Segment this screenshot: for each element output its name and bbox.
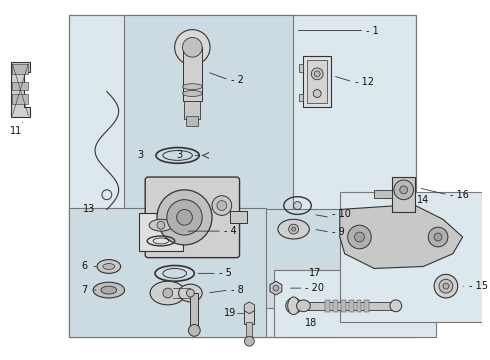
Circle shape (217, 201, 227, 211)
Text: 13: 13 (83, 204, 95, 215)
Bar (303, 56, 331, 107)
Ellipse shape (178, 284, 202, 302)
Ellipse shape (103, 264, 115, 269)
Bar (291, 302, 399, 310)
Circle shape (286, 298, 301, 314)
Text: - 15: - 15 (468, 281, 488, 291)
Bar (325, 300, 330, 312)
Circle shape (157, 221, 165, 229)
Circle shape (176, 210, 193, 225)
Bar (374, 190, 392, 198)
Circle shape (428, 227, 448, 247)
Ellipse shape (93, 282, 124, 298)
FancyBboxPatch shape (145, 177, 240, 258)
Bar (123, 15, 293, 211)
Bar (70, 207, 266, 337)
Text: 7: 7 (81, 285, 87, 295)
Text: - 5: - 5 (219, 268, 232, 278)
Circle shape (443, 283, 449, 289)
Text: - 12: - 12 (355, 77, 373, 87)
Ellipse shape (183, 84, 202, 90)
Text: 14: 14 (417, 195, 429, 204)
Bar (274, 270, 436, 337)
Ellipse shape (101, 286, 117, 294)
Bar (185, 102, 200, 119)
Text: - 9: - 9 (332, 227, 344, 237)
Polygon shape (270, 281, 282, 295)
Text: - 10: - 10 (332, 210, 351, 219)
Circle shape (294, 202, 301, 210)
Circle shape (394, 180, 414, 200)
Bar (392, 177, 416, 212)
Bar (123, 210, 414, 308)
Bar (187, 116, 198, 126)
Text: 19: 19 (224, 308, 237, 318)
Circle shape (174, 30, 210, 65)
Ellipse shape (278, 219, 309, 239)
Circle shape (289, 224, 298, 234)
Circle shape (314, 71, 320, 77)
Circle shape (292, 227, 295, 231)
Bar (333, 300, 338, 312)
Bar (246, 321, 252, 341)
Text: - 4: - 4 (224, 226, 237, 236)
Text: 17: 17 (309, 268, 321, 278)
Circle shape (183, 37, 202, 57)
Ellipse shape (150, 281, 186, 305)
Circle shape (212, 196, 232, 215)
Circle shape (439, 279, 453, 293)
Circle shape (355, 232, 365, 242)
Text: - 16: - 16 (450, 190, 469, 200)
Circle shape (400, 186, 408, 194)
Bar (299, 94, 303, 102)
Circle shape (273, 285, 279, 291)
Text: 3: 3 (176, 150, 183, 161)
Circle shape (434, 233, 442, 241)
Polygon shape (10, 62, 30, 117)
Bar (12, 82, 28, 90)
Bar (299, 64, 303, 72)
Polygon shape (340, 204, 463, 269)
Circle shape (187, 289, 195, 297)
Ellipse shape (183, 91, 202, 96)
Bar (365, 300, 369, 312)
Bar (357, 300, 362, 312)
Text: - 20: - 20 (305, 283, 324, 293)
Ellipse shape (296, 300, 310, 312)
Circle shape (390, 300, 402, 312)
Bar (172, 288, 191, 298)
Text: - 2: - 2 (231, 75, 244, 85)
Circle shape (434, 274, 458, 298)
Ellipse shape (97, 260, 121, 273)
Circle shape (347, 225, 371, 249)
Bar (349, 300, 354, 312)
Text: 3: 3 (137, 150, 143, 161)
Bar (12, 64, 28, 74)
Bar (183, 47, 202, 102)
Bar (70, 15, 416, 337)
Text: 11: 11 (10, 126, 23, 136)
Ellipse shape (149, 219, 172, 231)
Text: 6: 6 (81, 261, 87, 271)
Text: - 8: - 8 (231, 285, 244, 295)
Polygon shape (244, 302, 254, 314)
Circle shape (157, 190, 212, 245)
Circle shape (245, 336, 254, 346)
Bar (341, 300, 345, 312)
Bar (139, 213, 183, 251)
Circle shape (167, 200, 202, 235)
Bar (340, 192, 490, 321)
Bar (245, 308, 254, 324)
Bar (307, 60, 327, 103)
Text: - 1: - 1 (367, 26, 379, 36)
Text: 18: 18 (305, 318, 318, 328)
Circle shape (313, 90, 321, 98)
Circle shape (189, 324, 200, 336)
Bar (230, 211, 247, 223)
Circle shape (163, 288, 172, 298)
Bar (12, 94, 28, 104)
Bar (191, 293, 198, 330)
Circle shape (311, 68, 323, 80)
Ellipse shape (288, 297, 299, 315)
